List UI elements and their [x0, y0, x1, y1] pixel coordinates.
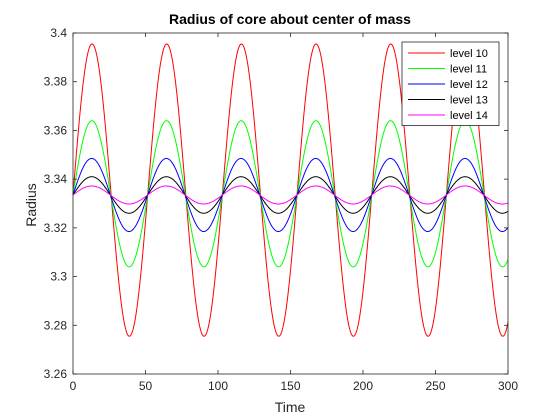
y-tick-label: 3.36: [44, 123, 68, 137]
series-line-3: [72, 157, 509, 233]
series-line-5: [72, 185, 509, 205]
series-line-1: [72, 43, 509, 337]
x-tick-label: 200: [353, 379, 373, 393]
y-tick-label: 3.38: [44, 75, 68, 89]
series-line-2: [72, 120, 509, 268]
x-axis-label: Time: [275, 399, 306, 415]
x-tick-label: 0: [70, 379, 77, 393]
y-axis-label: Radius: [23, 183, 39, 227]
legend-label: level 13: [450, 95, 488, 107]
y-tick-label: 3.4: [50, 26, 67, 40]
y-tick-label: 3.28: [44, 318, 68, 332]
y-tick-label: 3.32: [44, 221, 68, 235]
y-tick-label: 3.3: [50, 270, 67, 284]
x-tick-label: 250: [425, 379, 445, 393]
legend-label: level 14: [450, 110, 488, 122]
x-tick-label: 150: [280, 379, 300, 393]
x-tick-label: 50: [139, 379, 153, 393]
legend-label: level 11: [450, 64, 487, 76]
legend: level 10 level 11 level 12 level 13 level 14: [401, 41, 500, 126]
x-tick-label: 100: [208, 379, 228, 393]
y-tick-label: 3.26: [44, 367, 68, 381]
legend-label: level 12: [450, 79, 488, 91]
axis-ticks: 0 50 100 150 200 250 300 3.26 3.28 3.3 3.32 3.34 3.3…: [44, 26, 519, 393]
legend-label: level 10: [450, 48, 488, 60]
series-line-4: [72, 176, 509, 214]
x-tick-label: 300: [498, 379, 518, 393]
chart-title: Radius of core about center of mass: [169, 11, 411, 27]
y-tick-label: 3.34: [44, 172, 68, 186]
